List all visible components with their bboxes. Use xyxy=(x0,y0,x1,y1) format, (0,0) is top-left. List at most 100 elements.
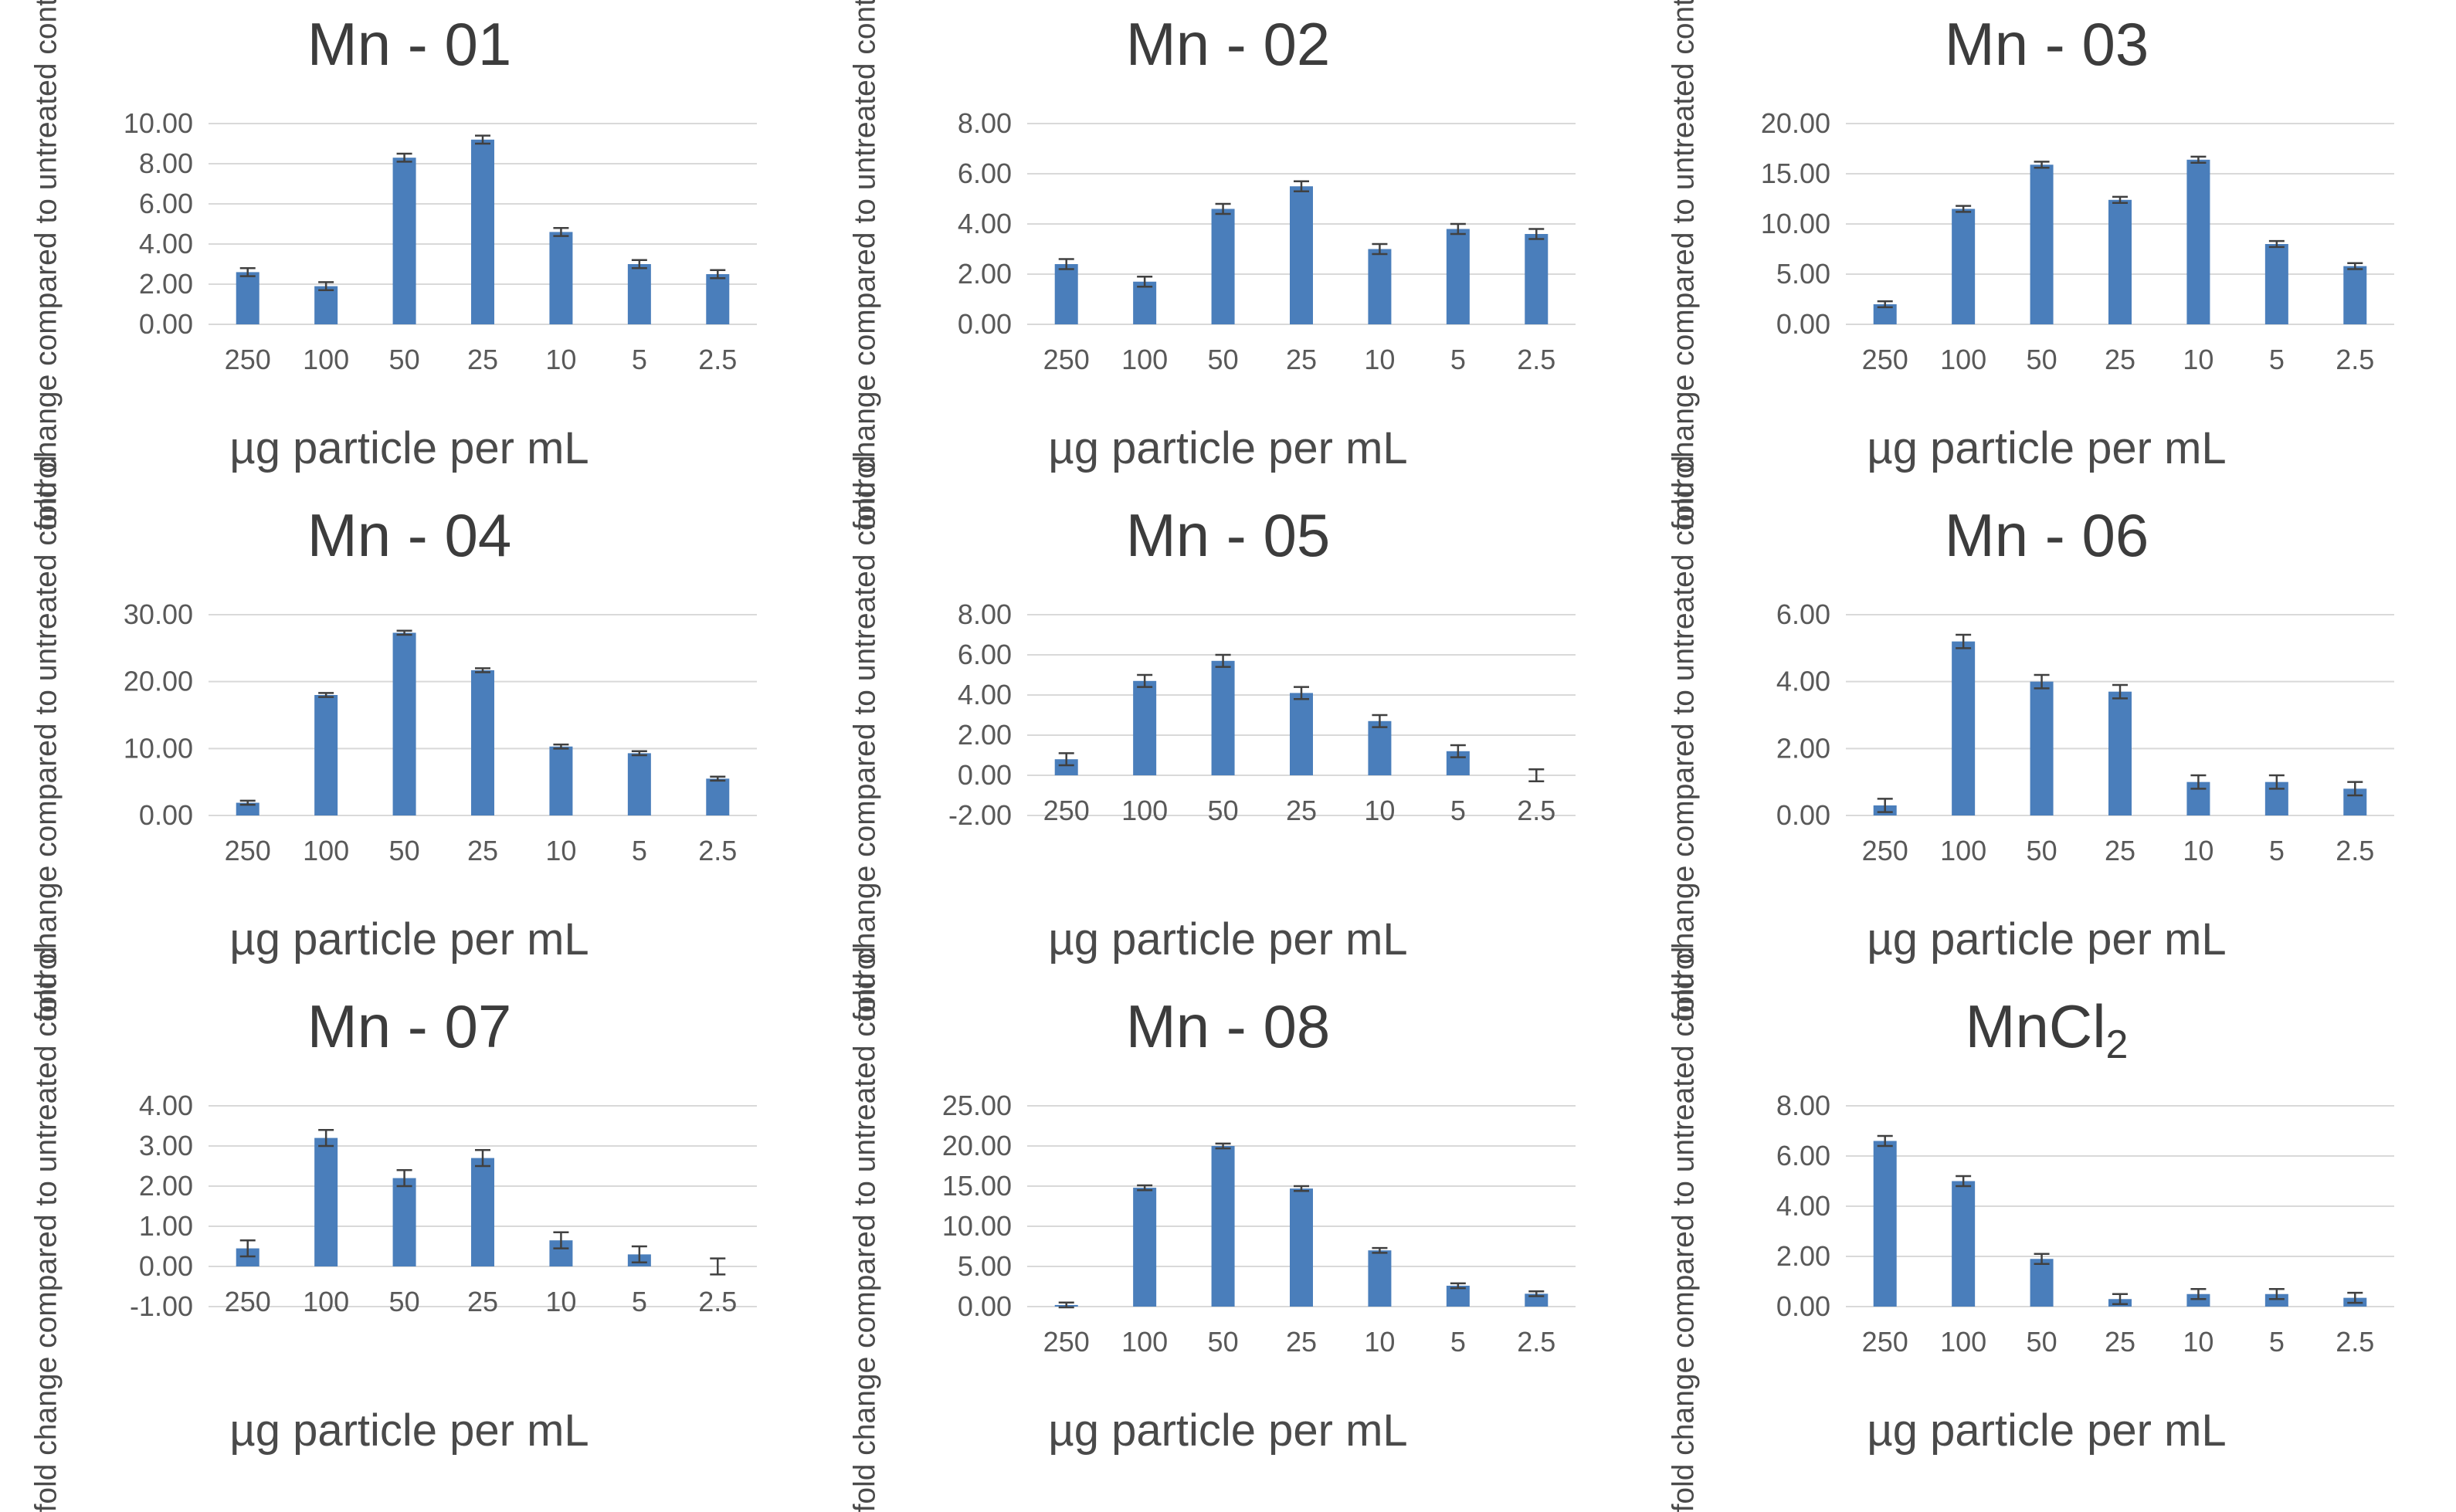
error-bar xyxy=(318,1128,334,1148)
bar xyxy=(627,753,651,815)
x-tick-label: 50 xyxy=(389,1286,420,1317)
bar xyxy=(471,670,494,815)
bar xyxy=(1446,229,1470,324)
bar xyxy=(1211,660,1235,775)
x-axis-label: µg particle per mL xyxy=(229,1405,589,1456)
chart-title-text: Mn - 06 xyxy=(1944,501,2149,569)
y-tick-label: 8.00 xyxy=(139,147,193,179)
x-tick-label: 2.5 xyxy=(1517,1326,1555,1358)
error-bar xyxy=(2347,262,2363,270)
bar xyxy=(314,286,338,324)
x-tick-label: 10 xyxy=(2183,835,2213,866)
bar xyxy=(236,1248,260,1266)
bar xyxy=(2030,1259,2054,1307)
chart-panel: 0.00 2.00 4.00 6.00 8.00 250 100 50 25 10 5 2.5 MnCl… xyxy=(1637,947,2456,1512)
error-bar xyxy=(318,692,334,698)
bar xyxy=(471,139,494,324)
x-tick-label: 100 xyxy=(303,835,349,866)
x-tick-label: 10 xyxy=(545,344,576,375)
plot-area: -2.00 0.00 2.00 4.00 6.00 8.00 250 100 50 25 10 5 2.… xyxy=(948,598,1576,831)
chart-panel: 0.00 2.00 4.00 6.00 250 100 50 25 10 5 2.5 Mn - 06 f… xyxy=(1637,456,2456,1021)
y-tick-label: 0.00 xyxy=(139,1250,193,1282)
error-bar xyxy=(1528,1290,1545,1297)
error-bar xyxy=(1294,686,1309,700)
x-tick-label: 5 xyxy=(1450,344,1466,375)
chart-panel: 0.00 5.00 10.00 15.00 20.00 25.00 250 100 50 25 10… xyxy=(819,947,1637,1512)
y-tick-label: 0.00 xyxy=(139,799,193,831)
chart-title-text: Mn - 03 xyxy=(1944,10,2149,78)
chart-title-text: MnCl xyxy=(1965,992,2106,1060)
error-bar xyxy=(1137,1184,1153,1192)
error-bar xyxy=(1137,673,1153,688)
error-bar xyxy=(1528,228,1545,240)
error-bar xyxy=(1877,1134,1893,1148)
x-tick-label: 250 xyxy=(1862,835,1908,866)
error-bar xyxy=(2034,673,2050,690)
x-tick-label: 25 xyxy=(467,344,498,375)
plot-area: 0.00 5.00 10.00 15.00 20.00 25.00 250 100 50 25 10… xyxy=(942,1090,1576,1358)
error-bar xyxy=(1877,300,1893,309)
x-tick-label: 50 xyxy=(2027,1326,2057,1358)
bar xyxy=(2108,199,2132,324)
bar xyxy=(2030,164,2054,324)
bar xyxy=(1211,208,1235,324)
error-bar xyxy=(710,1257,726,1276)
bar xyxy=(1133,1188,1157,1307)
plot-area: 0.00 5.00 10.00 15.00 20.00 250 100 50 25 10 5 2.5 xyxy=(1761,107,2394,375)
bar xyxy=(1873,1141,1897,1307)
y-tick-label: 0.00 xyxy=(1776,1290,1830,1322)
error-bar xyxy=(1058,258,1074,270)
x-tick-label: 5 xyxy=(1450,795,1466,826)
x-tick-label: 250 xyxy=(225,1286,271,1317)
error-bar xyxy=(631,1245,647,1264)
x-axis-label: µg particle per mL xyxy=(1048,1405,1408,1456)
x-tick-label: 2.5 xyxy=(2336,835,2374,866)
error-bar xyxy=(1450,222,1466,236)
error-bar xyxy=(2112,195,2128,204)
error-bar xyxy=(1956,1175,1972,1188)
bar xyxy=(1525,234,1549,324)
bar xyxy=(314,695,338,815)
chart-title-text: Mn - 08 xyxy=(1125,992,1331,1060)
x-tick-label: 100 xyxy=(1121,344,1168,375)
x-tick-label: 10 xyxy=(2183,1326,2213,1358)
error-bar xyxy=(1956,205,1972,213)
error-bar xyxy=(475,134,490,145)
chart-title-text: Mn - 02 xyxy=(1125,10,1331,78)
error-bar xyxy=(1372,1246,1388,1254)
y-tick-label: 2.00 xyxy=(958,719,1012,751)
x-tick-label: 5 xyxy=(632,344,647,375)
y-axis-label: fold change compared to untreated contro… xyxy=(9,456,83,1022)
error-bar xyxy=(2347,1291,2363,1304)
x-tick-label: 25 xyxy=(1286,344,1317,375)
y-tick-label: 20.00 xyxy=(124,666,193,697)
plot-area: 0.00 2.00 4.00 6.00 8.00 250 100 50 25 10 5 2.5 xyxy=(958,107,1576,375)
x-tick-label: 2.5 xyxy=(1517,795,1555,826)
chart-panel: 0.00 2.00 4.00 6.00 8.00 250 100 50 25 10 5 2.5 Mn -… xyxy=(819,0,1637,530)
y-tick-label: 10.00 xyxy=(942,1210,1012,1242)
bar xyxy=(1290,186,1313,324)
bar xyxy=(627,264,651,324)
x-tick-label: 25 xyxy=(1286,795,1317,826)
x-tick-label: 250 xyxy=(1862,1326,1908,1358)
x-tick-label: 50 xyxy=(389,344,420,375)
y-tick-label: 4.00 xyxy=(958,208,1012,239)
x-tick-label: 250 xyxy=(1043,795,1090,826)
bar xyxy=(1368,249,1392,324)
error-bar xyxy=(1450,1282,1466,1290)
x-axis-label: µg particle per mL xyxy=(1048,914,1408,964)
error-bar xyxy=(2190,155,2207,164)
y-axis-label: fold change compared to untreated contro… xyxy=(1647,947,1721,1512)
x-tick-label: 100 xyxy=(1940,1326,1986,1358)
bar xyxy=(2186,1293,2210,1307)
bar xyxy=(1133,281,1157,324)
bar xyxy=(2343,266,2367,324)
error-bar xyxy=(239,799,256,806)
error-bar xyxy=(1528,768,1545,783)
x-tick-label: 10 xyxy=(545,1286,576,1317)
y-tick-label: 8.00 xyxy=(958,598,1012,630)
error-bar xyxy=(1215,653,1231,668)
error-bar xyxy=(1294,1185,1309,1192)
y-tick-label: 0.00 xyxy=(139,308,193,340)
y-tick-label: 2.00 xyxy=(139,268,193,300)
